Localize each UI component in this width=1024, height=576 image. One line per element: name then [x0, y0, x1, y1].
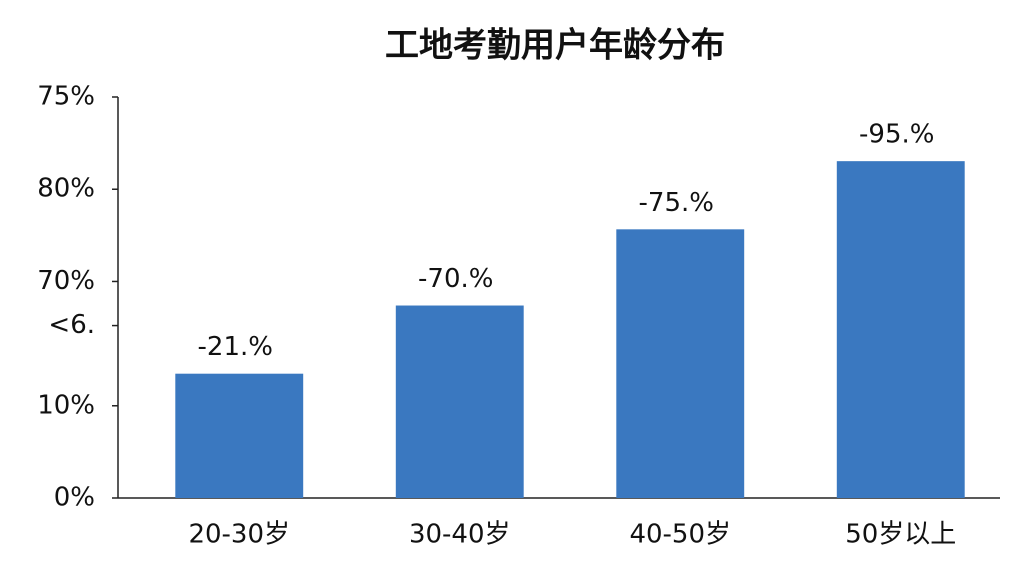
y-tick-label: 75%	[37, 82, 95, 112]
y-tick-label: 0%	[54, 483, 95, 513]
bar	[836, 161, 965, 498]
bar	[616, 229, 745, 498]
value-label: -95.%	[859, 120, 934, 150]
x-tick-label: 30-40岁	[409, 520, 511, 550]
value-label: -21.%	[198, 332, 273, 362]
bar	[175, 373, 304, 498]
y-tick-label: 10%	[37, 390, 95, 420]
value-label: -75.%	[639, 188, 714, 218]
y-tick-label: 70%	[37, 266, 95, 296]
y-tick-label: <6.	[48, 310, 95, 340]
bar	[395, 305, 524, 498]
x-tick-label: 20-30岁	[188, 520, 290, 550]
y-tick-label: 80%	[37, 174, 95, 204]
value-label: -70.%	[418, 264, 493, 294]
x-tick-label: 50岁以上	[845, 520, 956, 550]
x-tick-label: 40-50岁	[629, 520, 731, 550]
chart-title: 工地考勤用户年龄分布	[385, 26, 725, 66]
